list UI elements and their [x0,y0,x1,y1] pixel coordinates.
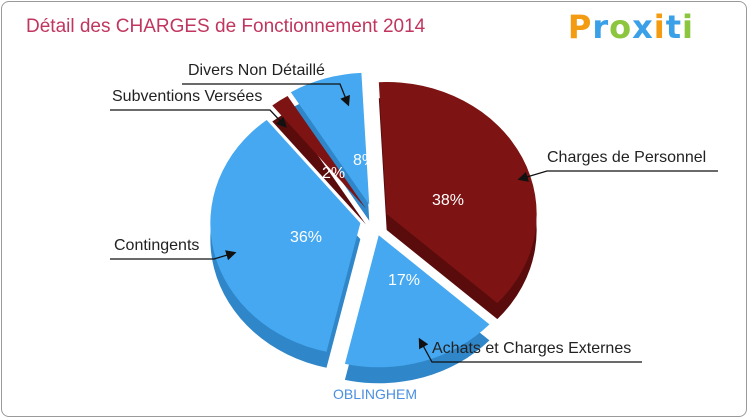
leader-line-achats [418,337,642,363]
logo-letter: t [665,8,683,46]
leader-line-subventions [110,109,287,128]
logo-letter: r [592,8,610,46]
legend-label-subventions: Subventions Versées [112,88,263,105]
logo-letter: x [632,8,654,46]
legend-label-personnel: Charges de Personnel [547,149,707,166]
pct-label-achats: 17% [388,272,421,289]
pct-label-divers: 8% [353,152,377,169]
commune-name: OBLINGHEM [332,386,417,402]
logo-letter: i [653,8,666,46]
pct-label-subventions: 2% [322,165,346,182]
logo-letter: i [682,8,694,46]
pie-slice-subventions [272,96,366,209]
logo-letter: o [609,8,633,46]
pie-slice-achats [344,235,490,368]
proxiti-logo: Proxiti [568,8,694,46]
chart-title: Détail des CHARGES de Fonctionnement 201… [26,16,426,37]
pct-label-contingents: 36% [290,229,323,246]
pct-label-personnel: 38% [432,192,465,209]
leader-line-contingents [110,250,237,261]
legend-label-divers: Divers Non Détaillé [188,62,325,79]
leader-line-personnel [517,170,718,182]
leader-line-divers [182,83,350,107]
legend-label-contingents: Contingents [114,237,200,254]
legend-label-achats: Achats et Charges Externes [432,340,632,357]
logo-letter: P [567,8,593,46]
pie-slice-contingents [210,120,361,352]
pie-slice-personnel [378,82,537,304]
pie-slice-side-subventions [272,112,366,225]
